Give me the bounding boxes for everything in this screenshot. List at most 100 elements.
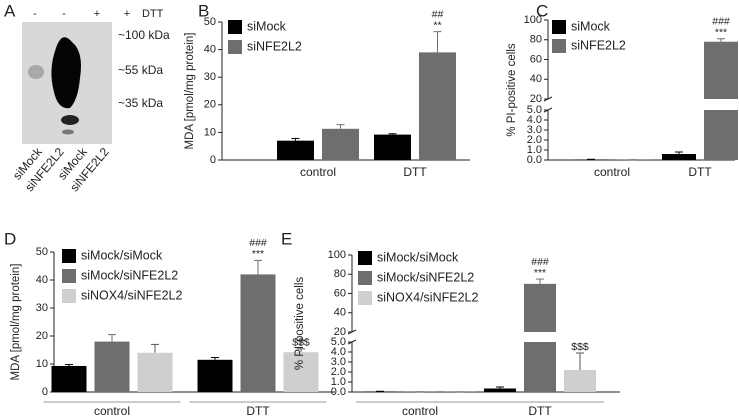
y-tick-label: 2.0 [331,366,346,378]
x-tick-label: control [300,165,336,179]
y-tick-label: 20 [36,330,48,342]
marker-label: ~55 kDa [118,63,163,77]
y-axis-label: MDA [pmol/mg protein] [10,264,22,381]
significance-label: *** [252,248,264,260]
y-tick-label: 50 [204,16,216,28]
blot-band [61,115,79,125]
bar [574,159,608,160]
bar [240,274,276,392]
panel-label: C [536,1,548,20]
significance-label: ** [433,19,441,31]
legend-label: siNFE2L2 [247,39,302,53]
y-tick-label: 30 [204,71,216,83]
y-tick-label: 60 [334,287,346,299]
marker-label: ~100 kDa [118,28,170,42]
legend-swatch [358,251,372,265]
legend-swatch [228,40,242,54]
panel-label: A [4,1,16,20]
bar [704,110,738,160]
bar [419,52,456,160]
y-tick-label: 10 [36,358,48,370]
legend-swatch [358,271,372,285]
bar [374,134,411,160]
treatment-sign: + [124,8,130,20]
significance-label: ### [531,256,549,268]
legend-label: siMock/siNFE2L2 [81,268,178,282]
y-tick-label: 40 [334,307,346,319]
y-tick-label: 50 [36,246,48,258]
y-tick-label: 0 [210,154,216,166]
treatment-sign: + [94,8,100,20]
blot-band [28,65,44,79]
significance-label: ### [249,237,267,249]
legend-label: siMock [571,19,611,33]
significance-label: *** [534,267,546,279]
y-tick-label: 80 [334,268,346,280]
y-tick-label: 5.0 [527,104,542,116]
y-tick-label: 80 [530,34,542,46]
significance-label: *** [715,27,727,39]
y-tick-label: 1.0 [331,376,346,388]
legend-swatch [62,269,76,283]
legend-label: siMock [247,19,287,33]
legend-label: siMock/siMock [377,250,459,264]
bar [322,128,359,160]
bar [524,342,556,392]
y-tick-label: 30 [36,302,48,314]
panel-label: D [4,229,16,248]
bar [364,391,396,392]
panel-label: B [198,1,209,20]
y-tick-label: 20 [530,93,542,105]
y-tick-label: 20 [334,326,346,338]
y-tick-label: 4.0 [331,346,346,358]
bar [704,41,738,99]
panel-label: E [281,229,292,248]
y-axis-label: % PI-positive cells [294,277,306,371]
legend-swatch [552,20,566,34]
legend-label: siMock/siNFE2L2 [377,270,474,284]
x-tick-label: control [402,404,438,418]
y-tick-label: 40 [204,44,216,56]
x-tick-label: control [594,165,630,179]
y-tick-label: 60 [530,53,542,65]
bar [94,341,130,392]
y-tick-label: 40 [530,73,542,85]
bar [277,140,314,160]
legend-label: siNOX4/siNFE2L2 [81,288,182,302]
bar [662,154,696,160]
legend-swatch [228,20,242,34]
bar [197,359,233,392]
bar [51,365,87,392]
legend-label: siNOX4/siNFE2L2 [377,290,478,304]
x-tick-label: DTT [688,165,712,179]
bar [137,352,173,392]
bar [564,370,596,392]
y-tick-label: 20 [204,99,216,111]
y-tick-label: 2.0 [527,134,542,146]
y-axis-label: % PI-positive cells [506,43,518,137]
x-tick-label: DTT [246,404,270,418]
y-tick-label: 0.0 [527,154,542,166]
treatment-label: DTT [142,8,164,20]
y-tick-label: 100 [524,14,542,26]
y-tick-label: 100 [328,249,346,261]
blot-band [51,37,81,109]
legend-label: siMock/siMock [81,248,163,262]
legend-swatch [552,39,566,53]
marker-label: ~35 kDa [118,96,163,110]
blot-band [62,129,74,135]
y-tick-label: 4.0 [527,114,542,126]
y-tick-label: 5.0 [331,336,346,348]
treatment-sign: - [33,8,37,20]
y-tick-label: 1.0 [527,144,542,156]
legend-swatch [62,289,76,303]
significance-label: ## [432,8,444,20]
bar [283,352,319,392]
y-tick-label: 3.0 [527,124,542,136]
y-tick-label: 10 [204,126,216,138]
bar [484,388,516,392]
legend-label: siNFE2L2 [571,38,626,52]
treatment-sign: - [62,8,66,20]
x-tick-label: control [94,404,130,418]
